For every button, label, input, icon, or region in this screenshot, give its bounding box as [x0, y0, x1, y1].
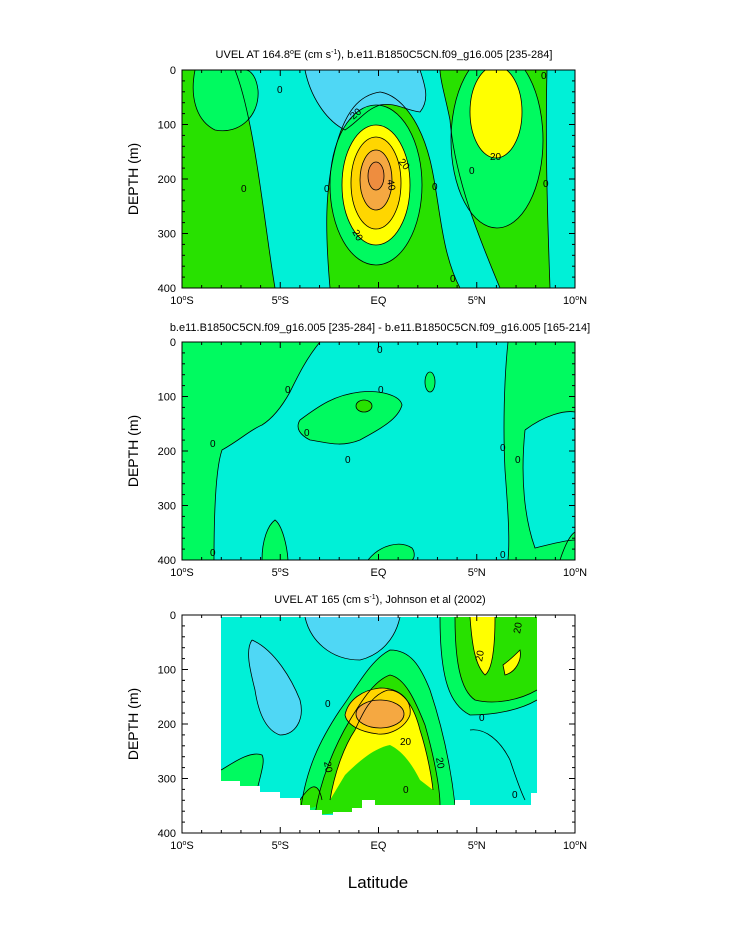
fill-band-bottom-3 [560, 532, 575, 560]
contour-label: 0 [210, 439, 216, 450]
panel-2-title: b.e11.B1850C5CN.f09_g16.005 [235-284] - … [170, 322, 590, 334]
fill-band-right-cyan [523, 411, 575, 548]
fill-band-left [182, 342, 320, 560]
contour-label: 0 [432, 182, 438, 193]
x-tick-label: 5oN [468, 295, 486, 307]
contour-label: 20 [321, 761, 334, 774]
fill-band-necc-30 [470, 70, 522, 158]
y-tick-label: 300 [158, 229, 176, 241]
x-tick-label: EQ [371, 295, 387, 307]
fill-band-m15 [235, 70, 500, 288]
contour-label: 40 [384, 179, 397, 192]
y-axis-label: DEPTH (m) [125, 143, 141, 215]
contour-label: 0 [541, 71, 547, 82]
y-tick-label: 0 [170, 610, 176, 622]
y-tick-label: 300 [158, 774, 176, 786]
fill-band-necc-30b [503, 650, 521, 675]
x-tick-label: EQ [371, 840, 387, 852]
panel-2-contours [182, 342, 575, 560]
contour-label: 20 [474, 649, 487, 662]
contour-label: 0 [450, 274, 456, 285]
contour-label: 20 [349, 228, 364, 244]
panel-2: b.e11.B1850C5CN.f09_g16.005 [235-284] - … [125, 322, 590, 579]
y-tick-label: 400 [158, 828, 176, 840]
y-tick-label: 100 [158, 392, 176, 404]
x-tick-label: 5oS [272, 840, 289, 852]
contour-label: 0 [241, 184, 247, 195]
panel-3-contours [221, 617, 537, 815]
y-axis-label: DEPTH (m) [125, 688, 141, 760]
contour-label: 20 [433, 757, 446, 770]
y-tick-label: 400 [158, 283, 176, 295]
x-tick-label: 10oN [563, 567, 587, 579]
contour-label: 20 [400, 737, 412, 748]
x-tick-label: 10oS [170, 567, 194, 579]
x-tick-label: 5oS [272, 295, 289, 307]
x-tick-label: 5oN [468, 840, 486, 852]
panel-3-contour-labels: 20 20 20 20 20 0 0 0 0 [321, 621, 525, 801]
fill-band-blob [356, 400, 372, 412]
y-tick-label: 400 [158, 555, 176, 567]
contour-label: 0 [469, 166, 475, 177]
fill-band-bottom-patch [300, 786, 322, 808]
contour-label: 0 [325, 699, 331, 710]
contour-label: 0 [377, 345, 383, 356]
x-tick-label: EQ [371, 567, 387, 579]
fill-band-m30 [305, 70, 426, 130]
panel-1-title: UVEL AT 164.8oE (cm s-1), b.e11.B1850C5C… [216, 49, 553, 61]
x-tick-label: 10oN [563, 840, 587, 852]
fill-band-necc-15 [455, 617, 537, 702]
contour-label: 0 [500, 550, 506, 561]
fill-band-small [425, 372, 435, 392]
contour-label: 0 [285, 385, 291, 396]
panel-3: UVEL AT 165 (cm s-1), Johnson et al (200… [125, 594, 587, 852]
contour-label: 0 [403, 785, 409, 796]
contour-label: 0 [479, 713, 485, 724]
contour-label: 0 [378, 385, 384, 396]
fill-band-m30-top [305, 617, 400, 660]
x-tick-label: 10oS [170, 840, 194, 852]
x-tick-label: 10oS [170, 295, 194, 307]
y-tick-label: 200 [158, 719, 176, 731]
x-axis-label: Latitude [348, 873, 409, 892]
contour-label: 0 [500, 443, 506, 454]
contour-label: 0 [345, 455, 351, 466]
panel-2-contour-labels: 0 0 0 0 0 0 0 0 0 0 [210, 345, 521, 561]
fill-band-jet-75 [368, 162, 384, 190]
y-tick-label: 100 [158, 665, 176, 677]
contour-label: 20 [490, 152, 502, 163]
fill-band-m30-left [248, 640, 302, 735]
contour-label: 0 [512, 790, 518, 801]
fill-band-0-left [193, 70, 259, 131]
panel-1: UVEL AT 164.8oE (cm s-1), b.e11.B1850C5C… [125, 49, 587, 307]
fill-band-bottom-2 [368, 544, 415, 560]
contour-label: 0 [277, 85, 283, 96]
contour-label: 0 [543, 179, 549, 190]
y-tick-label: 100 [158, 120, 176, 132]
fill-band-jet-60 [356, 700, 404, 728]
contour-label: 0 [324, 184, 330, 195]
x-tick-label: 10oN [563, 295, 587, 307]
y-tick-label: 0 [170, 65, 176, 77]
fill-band-right [546, 70, 575, 288]
panel-3-title: UVEL AT 165 (cm s-1), Johnson et al (200… [274, 594, 485, 606]
y-tick-label: 300 [158, 501, 176, 513]
contour-label: 0 [210, 548, 216, 559]
y-tick-label: 200 [158, 446, 176, 458]
fill-band-necc-30 [470, 617, 495, 675]
y-axis-label: DEPTH (m) [125, 415, 141, 487]
y-tick-label: 0 [170, 337, 176, 349]
contour-label: 0 [515, 455, 521, 466]
fill-band-bottom-left [221, 753, 264, 786]
x-tick-label: 5oS [272, 567, 289, 579]
contour-label: 20 [512, 621, 525, 634]
panel-1-contours [182, 70, 575, 288]
contour-label: 0 [304, 428, 310, 439]
x-tick-label: 5oN [468, 567, 486, 579]
y-tick-label: 200 [158, 174, 176, 186]
